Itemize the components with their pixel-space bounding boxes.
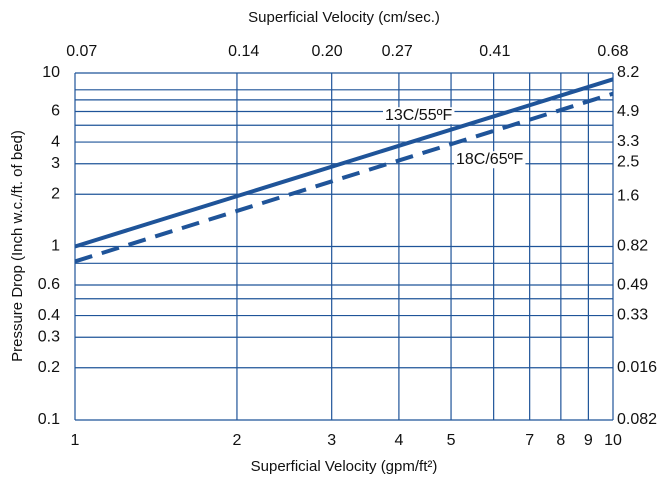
x2-tick-label: 0.27 <box>382 43 413 60</box>
y-tick-label: 10 <box>42 64 60 81</box>
y2-tick-label: 8.2 <box>617 64 639 81</box>
y-tick-label: 2 <box>51 185 60 202</box>
y2-tick-label: 1.6 <box>617 187 639 204</box>
x2-tick-label: 0.07 <box>66 43 97 60</box>
line <box>74 91 614 264</box>
series-label: 18C/65ºF <box>456 151 523 168</box>
y2-tick-label: 2.5 <box>617 154 639 171</box>
x-tick-label: 4 <box>394 432 403 449</box>
line <box>74 77 614 249</box>
x-axis-title: Superficial Velocity (gpm/ft²) <box>251 458 438 475</box>
y-tick-label: 3 <box>51 155 60 172</box>
y2-tick-label: 0.82 <box>617 238 648 255</box>
y-axis-title: Pressure Drop (Inch w.c./ft. of bed) <box>9 130 26 362</box>
x-tick-label: 3 <box>327 432 336 449</box>
y2-tick-label: 0.082 <box>617 411 657 428</box>
series-label: 13C/55ºF <box>385 107 452 124</box>
y-tick-label: 0.4 <box>38 307 60 324</box>
y-tick-label: 0.1 <box>38 411 60 428</box>
x-tick-label: 5 <box>447 432 456 449</box>
y2-tick-label: 0.49 <box>617 277 648 294</box>
x2-tick-label: 0.20 <box>311 43 342 60</box>
y-tick-label: 0.6 <box>38 276 60 293</box>
label-background <box>383 107 455 125</box>
y2-tick-label: 4.9 <box>617 103 639 120</box>
x-tick-label: 10 <box>604 432 622 449</box>
label-background <box>454 151 526 169</box>
x-tick-label: 9 <box>584 432 593 449</box>
x-tick-label: 8 <box>556 432 565 449</box>
top-axis-title: Superficial Velocity (cm/sec.) <box>248 9 440 26</box>
y2-tick-label: 0.016 <box>617 359 657 376</box>
y-tick-label: 4 <box>51 133 60 150</box>
y-tick-label: 0.2 <box>38 359 60 376</box>
x2-tick-label: 0.14 <box>228 43 259 60</box>
x-tick-label: 7 <box>525 432 534 449</box>
x-tick-label: 2 <box>233 432 242 449</box>
x2-tick-label: 0.41 <box>479 43 510 60</box>
y-tick-label: 1 <box>51 238 60 255</box>
y-tick-label: 0.3 <box>38 328 60 345</box>
y-tick-label: 6 <box>51 103 60 120</box>
y2-tick-label: 3.3 <box>617 133 639 150</box>
x-tick-label: 1 <box>71 432 80 449</box>
y2-tick-label: 0.33 <box>617 306 648 323</box>
x2-tick-label: 0.68 <box>597 43 628 60</box>
